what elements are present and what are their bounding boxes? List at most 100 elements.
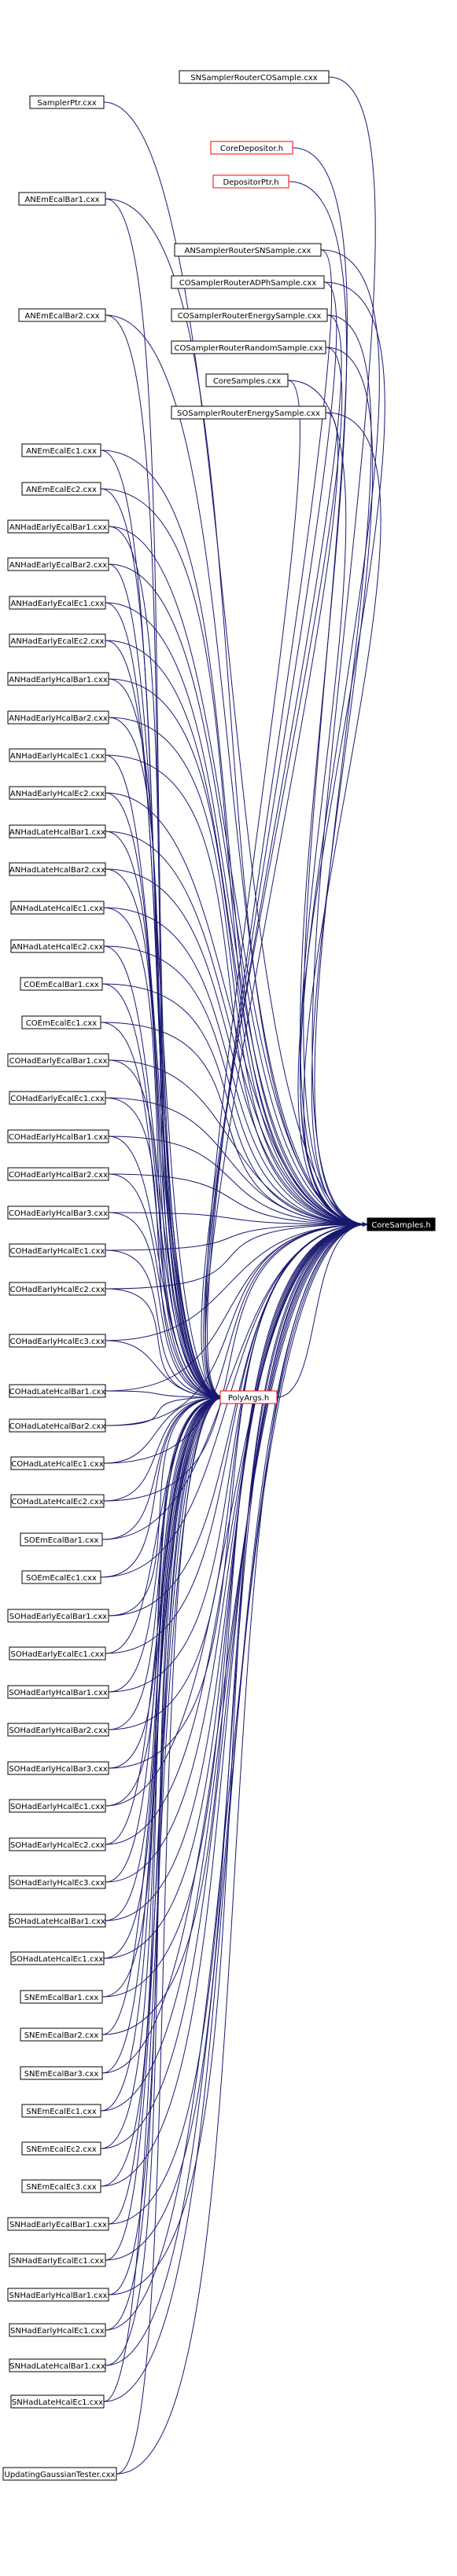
node-anhadlatehcalbar2[interactable]: ANHadLateHcalBar2.cxx <box>9 862 106 876</box>
node-cohadlatehcalbar1[interactable]: COHadLateHcalBar1.cxx <box>9 1384 106 1398</box>
node-sohadearlyhcalbar2[interactable]: SOHadEarlyHcalBar2.cxx <box>7 1723 109 1737</box>
node-sohadearlyecalec1[interactable]: SOHadEarlyEcalEc1.cxx <box>9 1646 106 1660</box>
node-anhadearlyhcalbar1[interactable]: ANHadEarlyHcalBar1.cxx <box>7 672 109 686</box>
node-coresamplesh[interactable]: CoreSamples.h <box>367 1217 436 1231</box>
node-depositorptr[interactable]: DepositorPtr.h <box>212 174 289 189</box>
node-sohadearlyhcalbar3[interactable]: SOHadEarlyHcalBar3.cxx <box>7 1761 109 1775</box>
dependency-edge <box>108 678 368 1227</box>
node-cohadearlyecalec1[interactable]: COHadEarlyEcalEc1.cxx <box>9 1091 106 1105</box>
node-cohadearlyhcalec1[interactable]: COHadEarlyHcalEc1.cxx <box>9 1243 106 1257</box>
node-label: COSamplerRouterRandomSample.cxx <box>174 344 322 353</box>
node-anhadearlyecalec1[interactable]: ANHadEarlyEcalEc1.cxx <box>9 596 106 610</box>
node-label: SOEmEcalBar1.cxx <box>24 1536 99 1545</box>
node-sohadearlyhcalec1[interactable]: SOHadEarlyHcalEc1.cxx <box>9 1799 106 1813</box>
node-snemecalec2[interactable]: SNEmEcalEc2.cxx <box>21 2141 101 2156</box>
node-anemecalec2[interactable]: ANEmEcalEc2.cxx <box>21 482 101 496</box>
node-sohadearlyhcalec3[interactable]: SOHadEarlyHcalEc3.cxx <box>9 1875 106 1889</box>
node-box <box>20 977 103 991</box>
node-label: ANHadEarlyEcalBar1.cxx <box>9 523 107 532</box>
node-label: COEmEcalBar1.cxx <box>24 981 99 989</box>
node-cosrrandom[interactable]: COSamplerRouterRandomSample.cxx <box>171 340 326 354</box>
node-sohadearlyhcalec2[interactable]: SOHadEarlyHcalEc2.cxx <box>9 1837 106 1851</box>
node-anhadearlyhcalec2[interactable]: ANHadEarlyHcalEc2.cxx <box>9 786 106 800</box>
node-samplerptr[interactable]: SamplerPtr.cxx <box>29 95 105 109</box>
node-cosrenergy[interactable]: COSamplerRouterEnergySample.cxx <box>171 308 328 322</box>
node-box <box>7 1129 109 1143</box>
node-cohadlatehcalec2[interactable]: COHadLateHcalEc2.cxx <box>10 1494 105 1508</box>
node-label: COHadEarlyHcalEc2.cxx <box>10 1286 105 1294</box>
dependency-edge <box>108 717 368 1227</box>
node-anhadearlyecalbar1[interactable]: ANHadEarlyEcalBar1.cxx <box>7 519 109 534</box>
node-anhadearlyhcalbar2[interactable]: ANHadEarlyHcalBar2.cxx <box>7 710 109 725</box>
node-label: SNHadLateHcalEc1.cxx <box>12 2398 103 2407</box>
node-cohadearlyhcalec3[interactable]: COHadEarlyHcalEc3.cxx <box>9 1334 106 1348</box>
node-sohadlatehcalbar1[interactable]: SOHadLateHcalBar1.cxx <box>9 1914 106 1928</box>
dependency-edge <box>101 983 224 1400</box>
node-label: SOHadEarlyHcalBar3.cxx <box>9 1765 107 1774</box>
node-soemecalec1[interactable]: SOEmEcalEc1.cxx <box>21 1570 101 1584</box>
node-box <box>9 2358 106 2372</box>
node-snhadearlyhcalec1[interactable]: SNHadEarlyHcalEc1.cxx <box>9 2323 106 2337</box>
node-cohadlatehcalec1[interactable]: COHadLateHcalEc1.cxx <box>10 1456 105 1470</box>
node-sohadearlyhcalbar1[interactable]: SOHadEarlyHcalBar1.cxx <box>7 1685 109 1699</box>
node-coredepositor[interactable]: CoreDepositor.h <box>210 141 293 155</box>
node-box <box>2 2467 117 2481</box>
node-soemecalbar1[interactable]: SOEmEcalBar1.cxx <box>20 1532 103 1547</box>
node-box <box>21 443 101 457</box>
node-cohadlatehcalbar2[interactable]: COHadLateHcalBar2.cxx <box>9 1418 106 1433</box>
node-anemecalbar2[interactable]: ANEmEcalBar2.cxx <box>18 308 106 322</box>
dependency-edge <box>105 1395 224 1426</box>
node-polyargs[interactable]: PolyArgs.h <box>219 1390 278 1404</box>
node-label: SNHadEarlyEcalBar1.cxx <box>9 2221 107 2229</box>
node-anemecalec1[interactable]: ANEmEcalEc1.cxx <box>21 443 101 457</box>
dependency-edge <box>108 563 368 1227</box>
node-snemecalbar1[interactable]: SNEmEcalBar1.cxx <box>20 1990 103 2004</box>
node-anhadlatehcalbar1[interactable]: ANHadLateHcalBar1.cxx <box>9 824 106 838</box>
dependency-edge <box>311 347 374 1227</box>
node-snemecalec1[interactable]: SNEmEcalEc1.cxx <box>21 2104 101 2118</box>
node-box <box>18 192 106 206</box>
dependency-edge <box>297 281 385 1227</box>
node-cosradp[interactable]: COSamplerRouterADPhSample.cxx <box>171 275 325 289</box>
node-label: ANEmEcalBar2.cxx <box>24 312 99 321</box>
node-snemecalbar3[interactable]: SNEmEcalBar3.cxx <box>20 2066 103 2080</box>
node-cohadearlyhcalbar2[interactable]: COHadEarlyHcalBar2.cxx <box>7 1167 109 1181</box>
node-updatinggaussiantester[interactable]: UpdatingGaussianTester.cxx <box>2 2467 117 2481</box>
node-snhadearlyecalbar1[interactable]: SNHadEarlyEcalBar1.cxx <box>7 2217 109 2231</box>
dependency-edge <box>103 907 368 1227</box>
node-cohadearlyecalbar1[interactable]: COHadEarlyEcalBar1.cxx <box>7 1053 109 1067</box>
node-coresamplescxx[interactable]: CoreSamples.cxx <box>205 373 289 387</box>
node-cohadearlyhcalec2[interactable]: COHadEarlyHcalEc2.cxx <box>9 1282 106 1296</box>
node-sohadearlyecalbar1[interactable]: SOHadEarlyEcalBar1.cxx <box>7 1609 109 1623</box>
node-label: UpdatingGaussianTester.cxx <box>5 2471 116 2479</box>
node-anemecalbar1[interactable]: ANEmEcalBar1.cxx <box>18 192 106 206</box>
node-cohadearlyhcalbar3[interactable]: COHadEarlyHcalBar3.cxx <box>7 1205 109 1220</box>
node-ansrsn[interactable]: ANSamplerRouterSNSample.cxx <box>174 243 322 257</box>
node-coemecalec1[interactable]: COEmEcalEc1.cxx <box>21 1015 101 1029</box>
node-anhadearlyecalec2[interactable]: ANHadEarlyEcalEc2.cxx <box>9 633 106 648</box>
node-label: CoreDepositor.h <box>220 145 283 153</box>
dependency-edge <box>205 412 339 1400</box>
node-coemecalbar1[interactable]: COEmEcalBar1.cxx <box>20 977 103 991</box>
node-sohadlatehcalec1[interactable]: SOHadLateHcalEc1.cxx <box>10 1951 105 1965</box>
node-box <box>7 2288 109 2302</box>
node-sosrenergy[interactable]: SOSamplerRouterEnergySample.cxx <box>171 405 326 420</box>
node-anhadlatehcalec1[interactable]: ANHadLateHcalEc1.cxx <box>10 901 105 915</box>
node-snhadlatehcalec1[interactable]: SNHadLateHcalEc1.cxx <box>10 2394 105 2409</box>
node-anhadearlyhcalec1[interactable]: ANHadEarlyHcalEc1.cxx <box>9 748 106 762</box>
node-anhadearlyecalbar2[interactable]: ANHadEarlyEcalBar2.cxx <box>7 557 109 571</box>
dependency-edge <box>105 1390 224 1400</box>
node-box <box>21 2104 101 2118</box>
node-snsrco[interactable]: SNSamplerRouterCOSample.cxx <box>179 70 330 84</box>
dependency-edge <box>105 1249 224 1400</box>
node-box <box>7 1205 109 1220</box>
node-cohadearlyhcalbar1[interactable]: COHadEarlyHcalBar1.cxx <box>7 1129 109 1143</box>
node-snemecalec3[interactable]: SNEmEcalEc3.cxx <box>21 2179 101 2193</box>
node-snhadearlyecalec1[interactable]: SNHadEarlyEcalEc1.cxx <box>9 2253 106 2267</box>
node-snemecalbar2[interactable]: SNEmEcalBar2.cxx <box>20 2027 103 2042</box>
node-snhadearlyhcalbar1[interactable]: SNHadEarlyHcalBar1.cxx <box>7 2288 109 2302</box>
node-anhadlatehcalec2[interactable]: ANHadLateHcalEc2.cxx <box>10 939 105 953</box>
node-label: SNEmEcalBar3.cxx <box>24 2070 99 2079</box>
node-snhadlatehcalbar1[interactable]: SNHadLateHcalBar1.cxx <box>9 2358 106 2372</box>
dependency-edge <box>108 526 368 1227</box>
